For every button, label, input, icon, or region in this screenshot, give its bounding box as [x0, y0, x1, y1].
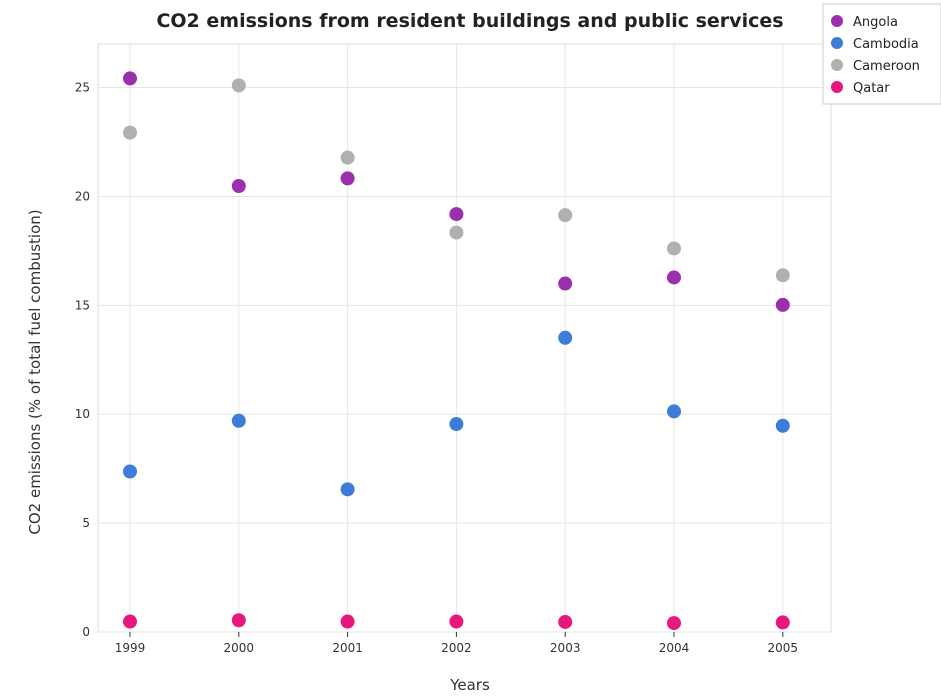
legend: Angola Cambodia Cameroon Qatar	[822, 3, 941, 105]
y-tick-label: 15	[75, 298, 90, 312]
data-point-cambodia	[449, 417, 464, 432]
data-point-cameroon	[449, 225, 464, 240]
y-tick-label: 10	[75, 407, 90, 421]
data-point-qatar	[775, 615, 790, 630]
data-point-angola	[123, 71, 137, 86]
x-axis-label: Years	[449, 676, 490, 694]
x-tick-label: 1999	[115, 641, 146, 655]
data-point-cameroon	[123, 125, 137, 140]
grid	[97, 43, 832, 633]
data-point-qatar	[449, 614, 464, 629]
x-tick-label: 2005	[768, 641, 799, 655]
data-point-angola	[340, 171, 355, 186]
data-point-angola	[449, 207, 464, 222]
data-point-cameroon	[775, 268, 790, 283]
data-point-angola	[667, 270, 681, 285]
y-tick-label: 25	[75, 81, 90, 95]
legend-entry: Cambodia	[853, 37, 919, 52]
data-point-cambodia	[340, 482, 355, 497]
legend-marker	[831, 81, 843, 93]
data-points	[123, 71, 790, 631]
legend-entry: Cameroon	[853, 59, 920, 74]
data-point-qatar	[340, 614, 355, 629]
data-point-angola	[775, 297, 790, 312]
data-point-qatar	[231, 613, 246, 628]
legend-entry: Qatar	[853, 81, 890, 96]
y-tick-label: 5	[82, 516, 90, 530]
data-point-cameroon	[667, 241, 681, 256]
plot-frame	[97, 43, 832, 633]
data-point-angola	[558, 276, 573, 291]
data-point-cameroon	[231, 78, 246, 93]
y-axis-label: CO2 emissions (% of total fuel combustio…	[26, 209, 44, 534]
data-point-qatar	[667, 616, 681, 631]
data-point-cambodia	[123, 464, 137, 479]
legend-marker	[831, 15, 843, 27]
data-point-cambodia	[667, 404, 681, 419]
data-point-cambodia	[558, 330, 573, 345]
data-point-angola	[231, 178, 246, 193]
data-point-cameroon	[558, 208, 573, 223]
data-point-qatar	[123, 614, 137, 629]
x-tick-label: 2001	[332, 641, 363, 655]
y-tick-label: 0	[82, 625, 90, 639]
data-point-qatar	[558, 614, 573, 629]
data-point-cambodia	[775, 418, 790, 433]
legend-entry: Angola	[853, 15, 898, 30]
legend-marker	[831, 59, 843, 71]
x-tick-label: 2003	[550, 641, 581, 655]
legend-marker	[831, 37, 843, 49]
chart-title: CO2 emissions from resident buildings an…	[156, 10, 783, 32]
x-tick-label: 2004	[659, 641, 690, 655]
data-point-cameroon	[340, 150, 355, 165]
x-tick-label: 2000	[224, 641, 255, 655]
axes: 0 5 10 15 20 25 1999 2000 2001 2002 2003 2004 2005	[75, 81, 798, 655]
x-tick-label: 2002	[441, 641, 472, 655]
data-point-cambodia	[231, 413, 246, 428]
y-tick-label: 20	[75, 189, 90, 203]
